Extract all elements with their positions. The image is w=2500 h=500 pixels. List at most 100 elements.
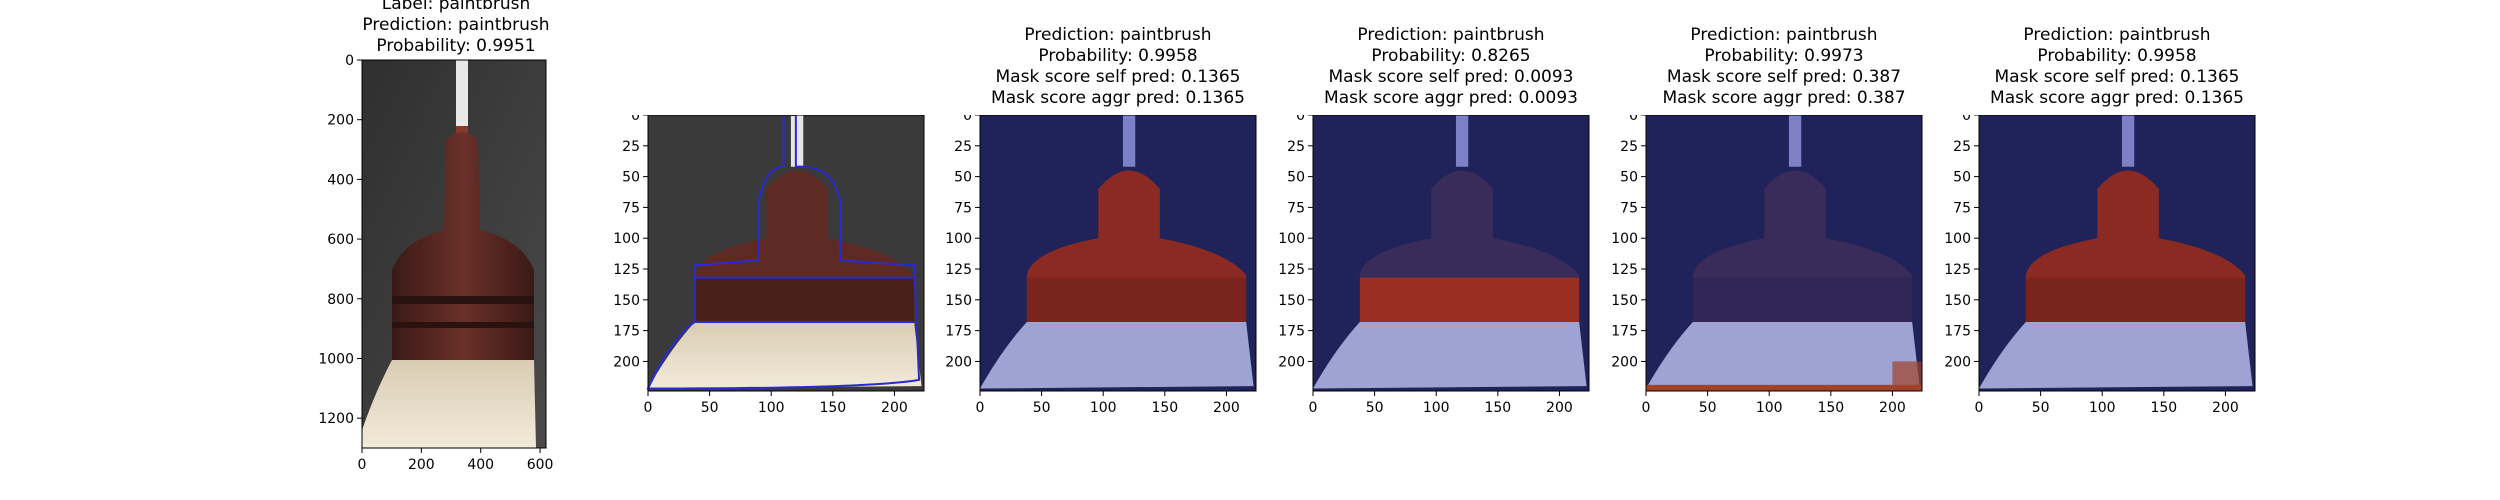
axes-frame [361,59,547,449]
image-axes [361,59,547,449]
brush-bristles [1979,322,2253,389]
y-tick-label: 75 [1287,200,1305,216]
x-tick-label: 200 [881,400,908,416]
y-tick-label: 800 [327,292,354,308]
y-tick-label: 100 [1278,231,1305,247]
y-tick-label: 125 [613,262,640,278]
axes-frame [979,115,1257,392]
paintbrush-photo [362,60,546,448]
y-tick-label: 175 [1944,324,1971,340]
x-tick-label: 50 [1366,400,1384,416]
panel-title: Label: paintbrush Prediction: paintbrush… [326,0,586,57]
title-line: Mask score aggr pred: 0.1365 [1990,88,2244,108]
y-tick-label: 25 [1620,139,1638,155]
y-tick-label: 100 [1944,231,1971,247]
y-tick-label: 25 [1287,139,1305,155]
y-tick-label: 100 [1611,231,1638,247]
image-group: 0 50 100 150 200 0 25 50 75 100 125 150 175 200 [1944,115,2256,416]
x-tick-label: 150 [2150,400,2177,416]
axes-frame [1978,115,2256,392]
x-tick-label: 100 [2089,400,2116,416]
image-axes: 0 50 100 150 200 0 25 50 75 100 125 150 175 200 [945,115,1257,416]
panel-title: Prediction: paintbrush Probability: 0.995… [1967,25,2267,109]
ferrule-band [1692,277,1913,322]
y-tick-label: 125 [1611,262,1638,278]
y-tick-label: 75 [622,200,640,216]
x-tick-label: 200 [1213,400,1240,416]
y-tick-label: 50 [1287,170,1305,186]
y-tick-label: 0 [345,53,354,69]
brush-handle [790,115,804,167]
y-tick-label: 125 [1278,262,1305,278]
image-axes: 0 50 100 150 200 0 25 50 75 100 125 150 175 200 [613,115,925,416]
ferrule-band [694,277,915,322]
title-line: Label: paintbrush [381,0,531,14]
y-tick-label: 50 [1953,170,1971,186]
title-line: Prediction: paintbrush [1690,25,1878,45]
y-tick-label: 150 [613,293,640,309]
brush-bristles [1313,322,1587,389]
brush-bristles [980,322,1254,389]
y-tick-label: 100 [945,231,972,247]
axis-ticks: 0 200 400 600 0 200 400 600 800 1000 1200 [318,53,554,473]
x-tick-label: 200 [408,457,435,473]
y-tick-label: 175 [945,324,972,340]
title-line: Mask score self pred: 0.1365 [1994,67,2240,87]
title-line: Prediction: paintbrush [1024,25,1212,45]
ferrule-band [1026,277,1247,322]
y-tick-label: 200 [1611,354,1638,370]
title-line: Probability: 0.9958 [1038,46,1198,66]
y-tick-label: 175 [613,324,640,340]
mask-corner [1892,361,1922,391]
y-tick-label: 25 [622,139,640,155]
axes-frame [1645,115,1923,392]
brush-handle [1455,115,1469,167]
x-tick-label: 0 [976,400,985,416]
axes-frame [647,115,925,392]
title-line: Mask score aggr pred: 0.0093 [1324,88,1578,108]
brush-bristles [648,322,922,389]
x-tick-label: 150 [1484,400,1511,416]
title-line: Probability: 0.9973 [1704,46,1864,66]
title-line: Mask score self pred: 0.1365 [995,67,1241,87]
y-tick-label: 1000 [318,351,354,367]
x-tick-label: 50 [701,400,719,416]
title-line: Mask score aggr pred: 0.387 [1662,88,1906,108]
x-tick-label: 150 [1151,400,1178,416]
y-tick-label: 150 [1611,293,1638,309]
y-tick-label: 75 [954,200,972,216]
x-tick-label: 0 [1642,400,1651,416]
x-tick-label: 600 [527,457,554,473]
y-tick-label: 400 [327,172,354,188]
title-line: Mask score self pred: 0.0093 [1328,67,1574,87]
panel-title: Prediction: paintbrush Probability: 0.995… [968,25,1268,109]
panel-title: Prediction: paintbrush Probability: 0.826… [1301,25,1601,109]
image-axes: 0 50 100 150 200 0 25 50 75 100 125 150 175 200 [1278,115,1590,416]
x-tick-label: 100 [1756,400,1783,416]
y-tick-label: 150 [945,293,972,309]
y-tick-label: 0 [963,115,972,124]
y-tick-label: 200 [613,354,640,370]
y-tick-label: 0 [1296,115,1305,124]
image-axes: 0 50 100 150 200 0 25 50 75 100 125 150 175 200 [1944,115,2256,416]
x-tick-label: 200 [1879,400,1906,416]
title-line: Probability: 0.9958 [2037,46,2197,66]
image-axes: 0 50 100 150 200 0 25 50 75 100 125 150 175 200 [1611,115,1923,416]
image-group: 0 50 100 150 200 0 25 50 75 100 125 150 175 200 [945,115,1257,416]
y-tick-label: 200 [1278,354,1305,370]
y-tick-label: 50 [622,170,640,186]
axes-frame [1312,115,1590,392]
x-tick-label: 400 [467,457,494,473]
mask-strip [1646,384,1922,391]
title-line: Prediction: paintbrush [362,15,550,35]
x-tick-label: 50 [1699,400,1717,416]
y-tick-label: 175 [1278,324,1305,340]
title-line: Prediction: paintbrush [1357,25,1545,45]
y-tick-label: 0 [631,115,640,124]
brush-bristles [1646,322,1920,389]
panel-title: Prediction: paintbrush Probability: 0.997… [1634,25,1934,109]
y-tick-label: 50 [1620,170,1638,186]
brush-handle [2121,115,2135,167]
y-tick-label: 25 [954,139,972,155]
image-group: 0 50 100 150 200 0 25 50 75 100 125 150 175 200 [1611,115,1923,416]
